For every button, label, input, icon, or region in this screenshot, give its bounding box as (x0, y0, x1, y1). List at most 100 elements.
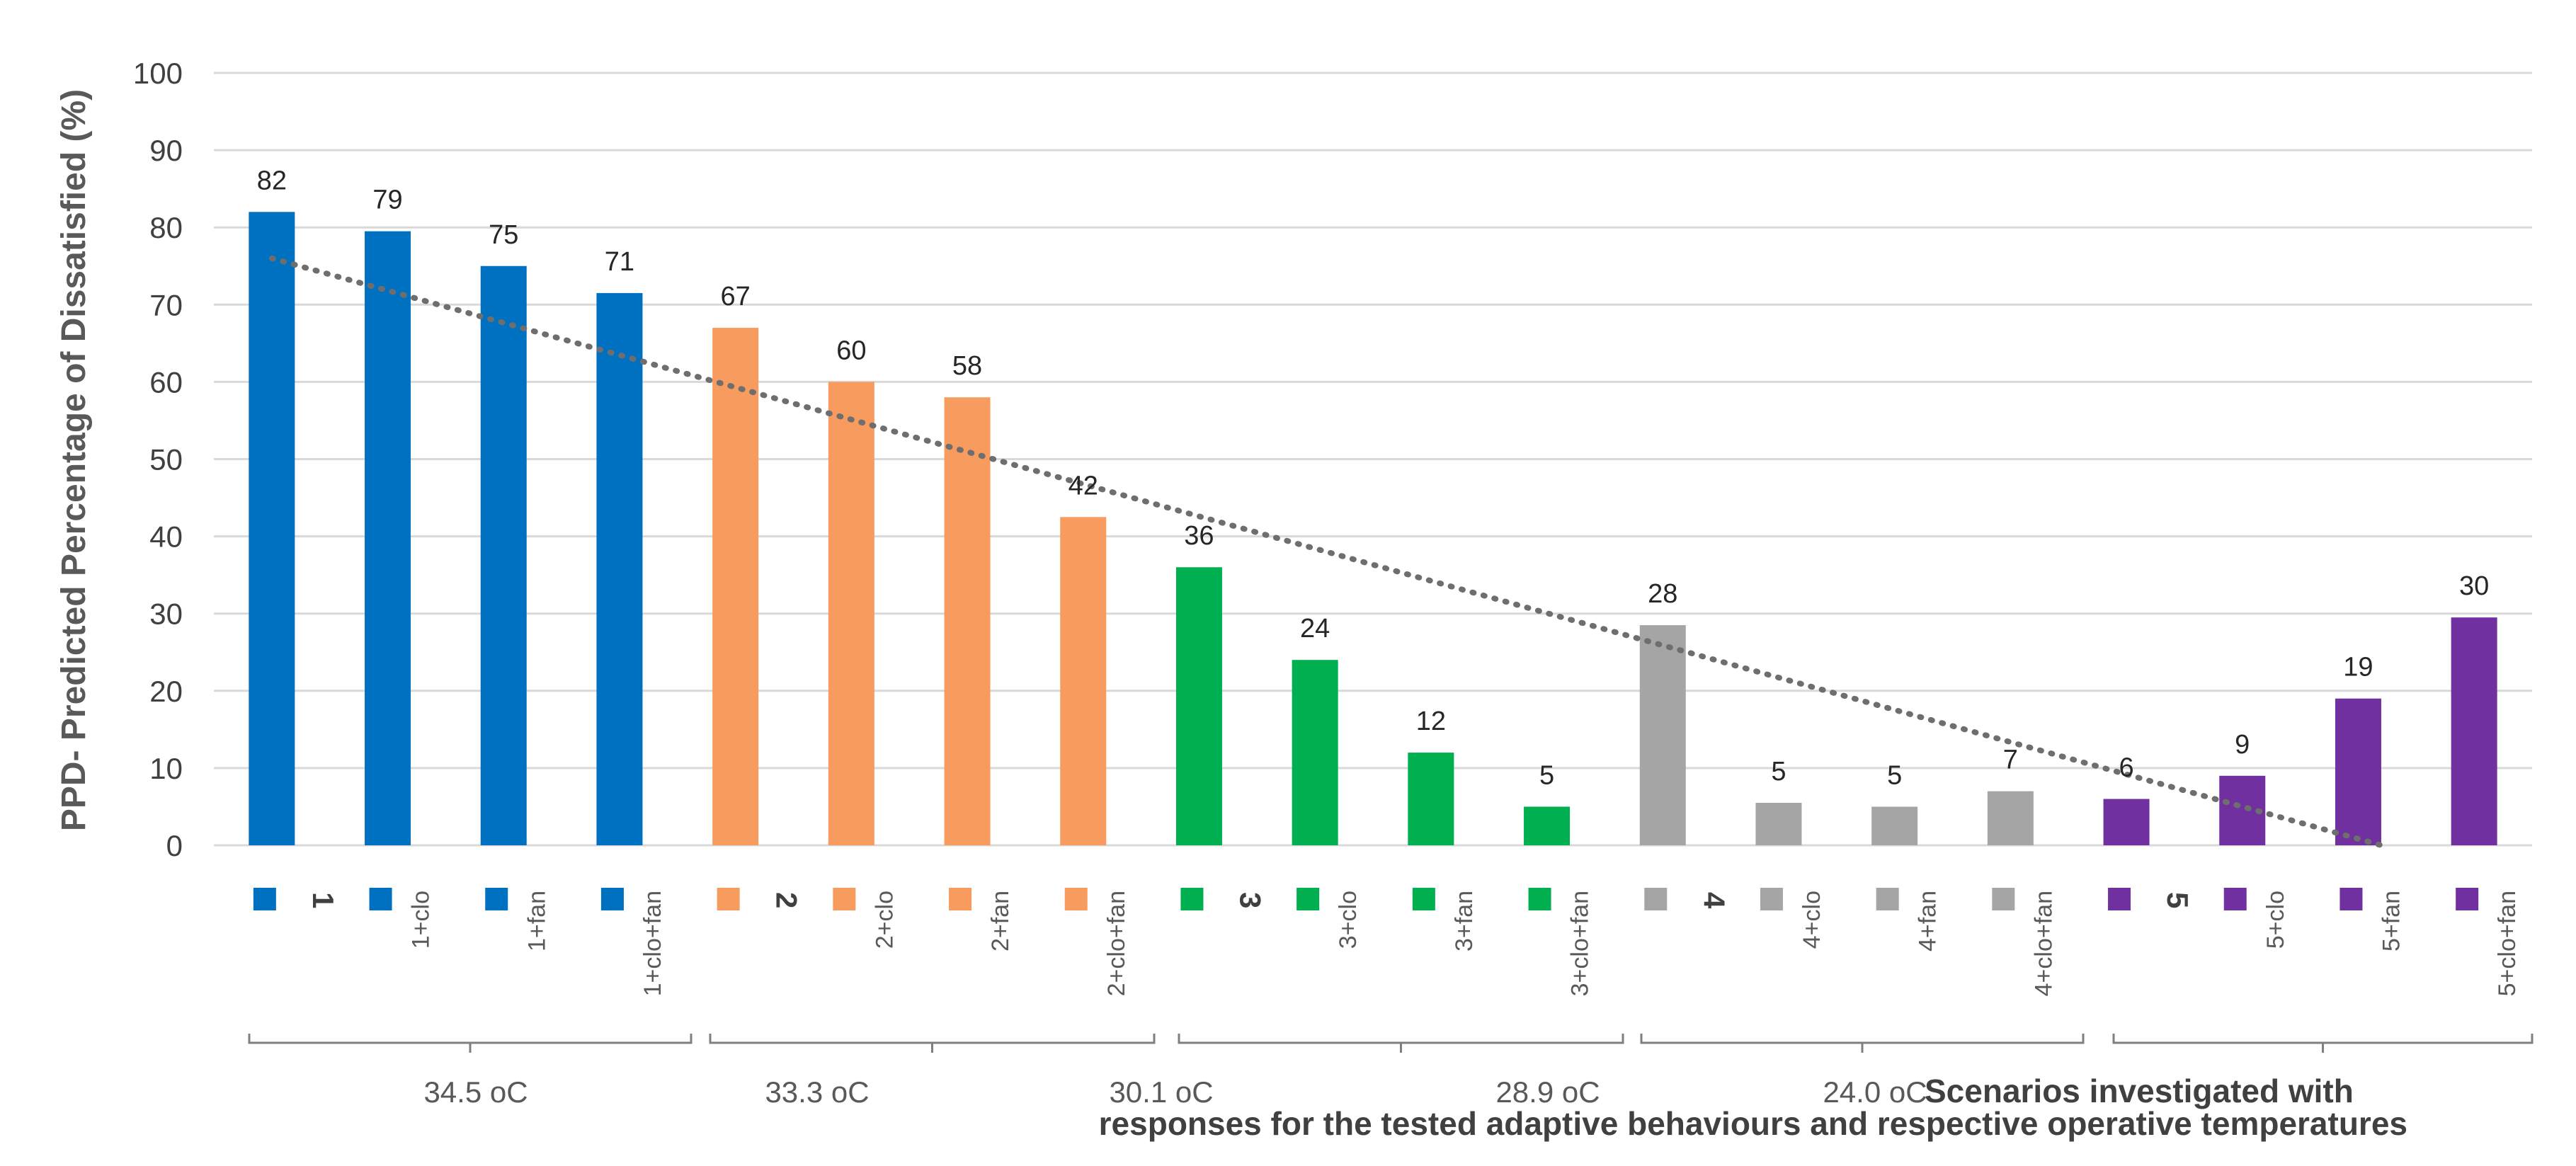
legend-swatch-5 (2108, 888, 2131, 910)
bar-1 (249, 212, 295, 845)
data-label-1: 82 (257, 166, 287, 195)
y-tick-label: 0 (166, 829, 183, 862)
x-axis-title-line2: responses for the tested adaptive behavi… (1099, 1105, 2407, 1142)
trendline (268, 255, 2385, 848)
category-label: 4 (1697, 892, 1731, 909)
legend-swatch-5+clo+fan (2456, 888, 2479, 910)
category-label: 3+clo+fan (1567, 891, 1594, 996)
legend-swatch-4 (1644, 888, 1668, 910)
category-label: 5+fan (2378, 891, 2405, 951)
data-label-3+clo: 24 (1300, 614, 1330, 644)
bar-3+clo+fan (1524, 806, 1571, 845)
group-bracket-3 (1178, 1034, 1624, 1053)
group-temperature-2: 33.3 oC (765, 1075, 869, 1109)
group-temperature-5: 24.0 oC (1823, 1075, 1927, 1109)
y-tick-label: 70 (149, 288, 183, 321)
data-labels: 82 79 75 71 67 60 58 42 36 24 12 5 28 5 5 7 6 9 19 30 (257, 166, 2490, 790)
group-bracket-4 (1640, 1034, 2085, 1053)
data-label-5+clo+fan: 30 (2459, 571, 2489, 601)
data-label-5: 6 (2119, 753, 2133, 783)
legend-swatch-5+clo (2223, 888, 2247, 910)
legend-swatch-2+clo (833, 888, 856, 910)
data-label-3+clo+fan: 5 (1539, 760, 1554, 790)
bar-2+clo (828, 382, 874, 845)
y-tick-label: 40 (149, 520, 183, 554)
legend-swatch-2+fan (949, 888, 972, 910)
data-label-1+clo+fan: 71 (605, 247, 634, 277)
y-tick-label: 60 (149, 365, 183, 399)
category-label: 1+fan (523, 891, 550, 951)
x-axis-title-line1: Scenarios investigated with (1925, 1073, 2354, 1109)
category-label: 1+clo (408, 891, 435, 949)
group-bracket-5 (2112, 1034, 2534, 1053)
category-label: 4+fan (1915, 891, 1942, 951)
bar-4+clo+fan (1987, 791, 2034, 845)
legend-swatch-3+clo+fan (1528, 888, 1551, 910)
data-label-3+fan: 12 (1416, 707, 1446, 736)
bar-4+fan (1871, 806, 1918, 845)
y-axis-ticks: 0 10 20 30 40 50 60 70 80 90 100 (133, 57, 183, 862)
category-label: 4+clo+fan (2030, 891, 2057, 996)
category-label: 5+clo+fan (2494, 891, 2521, 996)
y-tick-label: 80 (149, 211, 183, 244)
legend-swatch-3+clo (1296, 888, 1320, 910)
data-label-2+clo: 60 (836, 336, 866, 365)
category-label: 5 (2161, 892, 2194, 908)
bar-3+fan (1408, 753, 1454, 845)
y-tick-label: 10 (149, 752, 183, 785)
legend-swatch-4+clo+fan (1992, 888, 2015, 910)
bar-1+clo (365, 231, 411, 845)
linear-trendline (268, 255, 2385, 848)
group-temperature-1: 34.5 oC (423, 1075, 528, 1109)
bar-3 (1175, 567, 1222, 845)
legend-swatch-2 (717, 888, 740, 910)
bars (249, 212, 2497, 845)
data-label-1+clo: 79 (372, 185, 402, 215)
bar-3+clo (1292, 660, 1338, 845)
data-label-2+clo+fan: 42 (1068, 471, 1098, 501)
bar-1+clo+fan (596, 292, 643, 845)
y-tick-label: 100 (133, 57, 183, 90)
y-tick-label: 30 (149, 598, 183, 631)
bar-4+clo (1755, 802, 1802, 845)
y-axis-title: PPD- Predicted Percentage of Dissatisfie… (55, 89, 93, 831)
data-label-4: 28 (1648, 579, 1677, 609)
group-temperature-3: 30.1 oC (1109, 1075, 1213, 1109)
legend-swatch-4+fan (1876, 888, 1899, 910)
category-label: 1 (307, 892, 340, 908)
bar-5 (2103, 799, 2150, 845)
legend-swatch-3+fan (1412, 888, 1435, 910)
data-label-4+fan: 5 (1887, 760, 1902, 790)
legend-swatch-4+clo (1760, 888, 1783, 910)
bar-1+fan (480, 265, 527, 845)
category-label: 5+clo (2262, 891, 2289, 949)
category-label: 3 (1233, 892, 1267, 908)
data-label-4+clo+fan: 7 (2003, 745, 2018, 775)
category-label: 1+clo+fan (639, 891, 666, 996)
data-label-2: 67 (721, 282, 751, 311)
data-label-5+fan: 19 (2343, 653, 2373, 682)
gridlines (214, 72, 2532, 847)
category-label: 2 (770, 892, 804, 908)
bar-5+fan (2335, 698, 2381, 845)
bar-5+clo+fan (2451, 617, 2497, 845)
legend-swatch-1+clo (369, 888, 392, 910)
data-label-5+clo: 9 (2235, 730, 2250, 760)
data-label-3: 36 (1184, 521, 1214, 551)
legend-swatch-2+clo+fan (1064, 888, 1088, 910)
category-label: 3+fan (1451, 891, 1478, 951)
y-tick-label: 90 (149, 134, 183, 167)
y-tick-label: 50 (149, 443, 183, 476)
legend-swatch-1+fan (485, 888, 508, 910)
legend-swatch-1 (253, 888, 276, 910)
data-label-2+fan: 58 (952, 351, 982, 381)
x-axis-categories: 1 1+clo 1+fan 1+clo+fan 2 2+clo 2+fan 2+clo+fan… (253, 888, 2521, 996)
bar-2+clo+fan (1060, 517, 1107, 845)
category-label: 2+clo (871, 891, 898, 949)
group-temperature-4: 28.9 oC (1495, 1075, 1600, 1109)
bar-4 (1639, 625, 1686, 845)
y-tick-label: 20 (149, 675, 183, 708)
legend-swatch-1+clo+fan (600, 888, 624, 910)
legend-swatch-5+fan (2340, 888, 2363, 910)
